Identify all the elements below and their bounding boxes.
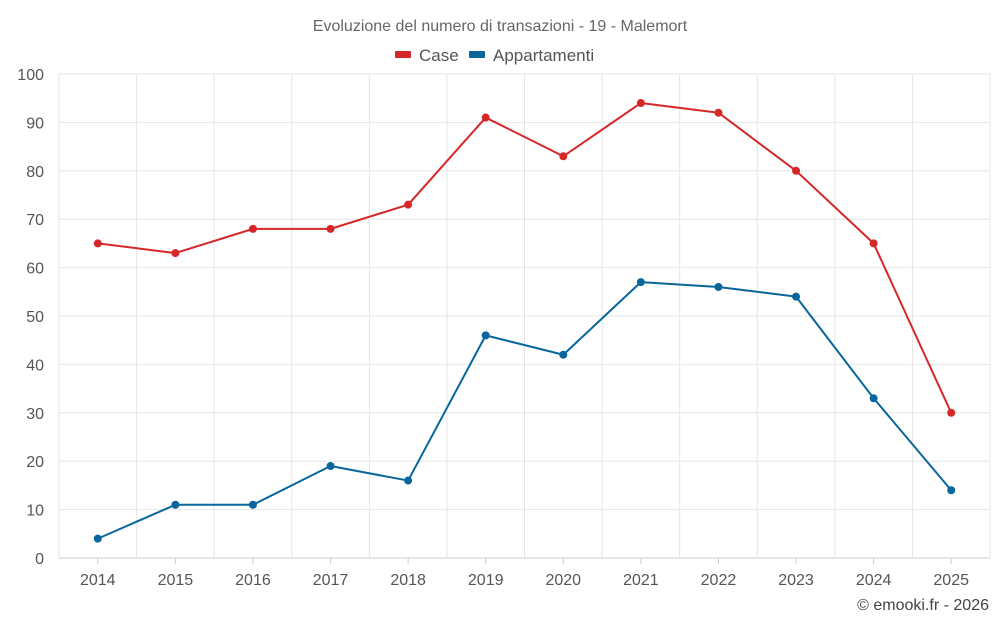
y-tick-label: 0 [35,551,44,568]
legend-swatch-case [395,51,411,58]
y-axis: 0 10 20 30 40 50 60 70 80 90 100 [17,67,44,568]
data-point-case[interactable] [636,99,645,108]
data-point-case[interactable] [714,108,723,117]
x-tick-label: 2018 [390,572,426,589]
data-point-appartamenti[interactable] [714,282,723,291]
series-group [93,99,956,543]
data-point-case[interactable] [792,166,801,175]
legend-swatch-appartamenti [469,51,485,58]
data-point-case[interactable] [93,239,102,248]
grid [58,73,991,559]
x-axis: 2014 2015 2016 2017 2018 2019 2020 2021 2022 2023… [59,557,990,589]
data-point-appartamenti[interactable] [869,394,878,403]
legend: Case Appartamenti [395,46,594,65]
x-tick-label: 2024 [856,572,892,589]
credit-text: © emooki.fr - 2026 [857,597,989,614]
x-tick-label: 2014 [80,572,116,589]
y-tick-label: 50 [26,309,44,326]
data-point-appartamenti[interactable] [636,278,645,287]
data-point-appartamenti[interactable] [792,292,801,301]
chart-title: Evoluzione del numero di transazioni - 1… [313,18,688,35]
data-point-appartamenti[interactable] [481,331,490,340]
x-tick-label: 2017 [313,572,349,589]
y-tick-label: 10 [26,503,44,520]
y-tick-label: 30 [26,406,44,423]
y-tick-label: 100 [17,67,44,84]
data-point-case[interactable] [404,200,413,209]
data-point-case[interactable] [869,239,878,248]
y-tick-label: 90 [26,115,44,132]
data-point-case[interactable] [559,152,568,161]
data-point-appartamenti[interactable] [248,500,257,509]
data-point-appartamenti[interactable] [404,476,413,485]
y-tick-label: 60 [26,261,44,278]
data-point-appartamenti[interactable] [947,486,956,495]
x-tick-label: 2019 [468,572,504,589]
data-point-case[interactable] [248,224,257,233]
series-line-case [97,102,953,414]
data-point-case[interactable] [326,224,335,233]
legend-label-case[interactable]: Case [419,46,459,65]
series-line-appartamenti [97,281,952,540]
data-point-appartamenti[interactable] [93,534,102,543]
y-tick-label: 40 [26,357,44,374]
x-tick-label: 2016 [235,572,271,589]
data-point-appartamenti[interactable] [171,500,180,509]
data-point-appartamenti[interactable] [559,350,568,359]
data-point-case[interactable] [481,113,490,122]
legend-label-appartamenti[interactable]: Appartamenti [493,46,594,65]
y-tick-label: 20 [26,454,44,471]
x-tick-label: 2015 [158,572,194,589]
x-tick-label: 2025 [933,572,969,589]
y-tick-label: 80 [26,164,44,181]
x-tick-label: 2023 [778,572,814,589]
x-tick-label: 2021 [623,572,659,589]
data-point-case[interactable] [171,249,180,258]
data-point-appartamenti[interactable] [326,462,335,471]
x-tick-label: 2022 [701,572,737,589]
x-tick-label: 2020 [545,572,581,589]
y-tick-label: 70 [26,212,44,229]
data-point-case[interactable] [947,408,956,417]
